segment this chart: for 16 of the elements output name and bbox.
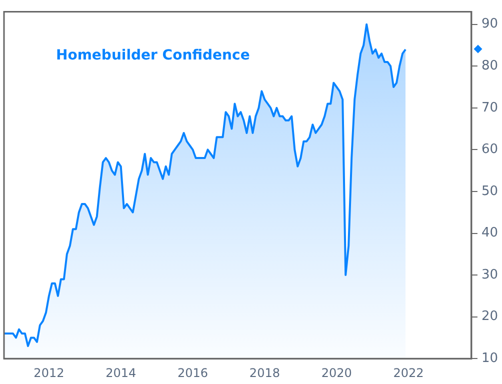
y-tick-label: 10 — [481, 350, 498, 366]
x-tick-label: 2016 — [178, 366, 208, 380]
x-tick-label: 2020 — [321, 366, 352, 380]
x-tick-label: 2012 — [34, 366, 64, 380]
y-tick-label: 50 — [481, 184, 498, 199]
x-tick-label: 2022 — [393, 366, 424, 380]
y-tick-label: 90 — [481, 16, 498, 32]
y-tick-label: 80 — [481, 58, 498, 74]
y-tick-label: 70 — [481, 100, 498, 116]
text: Homebuilder Confidence — [56, 47, 250, 64]
y-tick-label: 40 — [481, 226, 498, 241]
y-tick-label: 20 — [481, 309, 498, 324]
y-tick-label: 60 — [481, 142, 498, 158]
y-tick-label: 30 — [481, 267, 498, 282]
x-tick-label: 2018 — [249, 366, 280, 380]
x-tick-label: 2014 — [106, 366, 136, 380]
